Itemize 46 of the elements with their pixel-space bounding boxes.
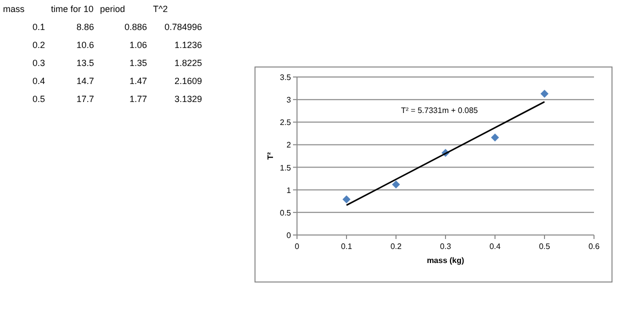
text: 1.77 bbox=[129, 94, 147, 104]
point bbox=[392, 180, 400, 188]
text: 1.1236 bbox=[174, 40, 202, 50]
text: 0.3 bbox=[32, 58, 45, 68]
point bbox=[540, 90, 548, 98]
text: 17.7 bbox=[76, 94, 94, 104]
text: 1.47 bbox=[129, 76, 147, 86]
text: mass bbox=[3, 4, 25, 14]
y-tick-label: 1 bbox=[286, 186, 292, 195]
y-tick-label: 0 bbox=[286, 231, 292, 240]
text: period bbox=[100, 4, 126, 14]
x-tick-label: 0 bbox=[294, 242, 300, 251]
text: 3.1329 bbox=[174, 94, 202, 104]
y-tick-label: 2.5 bbox=[280, 118, 292, 128]
x-axis-title: mass (kg) bbox=[426, 256, 465, 265]
text: T^2 bbox=[153, 4, 168, 14]
text: 0.886 bbox=[124, 22, 147, 32]
text: 0.1 bbox=[32, 22, 45, 32]
x-tick-label: 0.5 bbox=[538, 242, 551, 251]
text: 0.2 bbox=[32, 40, 45, 50]
annotation: T² = 5.7331m + 0.085 bbox=[400, 106, 478, 116]
x-tick-label: 0.2 bbox=[390, 242, 402, 251]
text: 13.5 bbox=[76, 58, 94, 68]
text: 1.35 bbox=[129, 58, 147, 68]
x-tick-label: 0.6 bbox=[588, 242, 600, 251]
text: 10.6 bbox=[76, 40, 94, 50]
point bbox=[342, 195, 350, 204]
text: 1.8225 bbox=[174, 58, 202, 68]
y-tick-label: 1.5 bbox=[280, 163, 292, 172]
y-tick-label: 3 bbox=[286, 96, 292, 105]
x-tick-label: 0.3 bbox=[440, 242, 452, 251]
text: 8.86 bbox=[76, 22, 94, 32]
point bbox=[491, 133, 499, 142]
text: time for 10 bbox=[51, 4, 94, 14]
text: 0.784996 bbox=[164, 22, 202, 32]
y-tick-label: 3.5 bbox=[280, 73, 292, 82]
x-tick-label: 0.1 bbox=[340, 242, 353, 251]
text: 0.4 bbox=[32, 76, 45, 86]
text: 2.1609 bbox=[174, 76, 202, 86]
text: 14.7 bbox=[76, 76, 94, 86]
text: 0.5 bbox=[32, 94, 45, 104]
text: 1.06 bbox=[129, 40, 147, 50]
x-tick-label: 0.4 bbox=[489, 242, 502, 251]
y-axis-title: T² bbox=[266, 152, 275, 160]
y-tick-label: 2 bbox=[286, 140, 292, 150]
y-tick-label: 0.5 bbox=[280, 208, 292, 218]
